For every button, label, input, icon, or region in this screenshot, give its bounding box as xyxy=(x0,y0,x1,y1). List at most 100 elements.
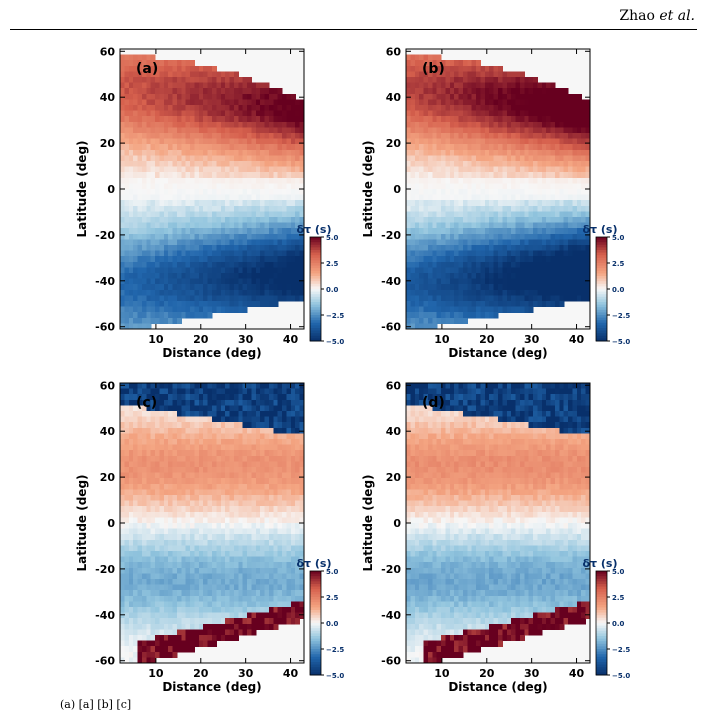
heatmap-cell xyxy=(216,295,222,302)
heatmap-cell xyxy=(198,612,204,619)
heatmap-cell xyxy=(176,601,182,608)
heatmap-cell xyxy=(150,256,156,263)
heatmap-cell xyxy=(295,116,301,123)
heatmap-cell xyxy=(233,183,239,190)
heatmap-cell xyxy=(168,416,174,423)
heatmap-cell xyxy=(260,301,266,308)
heatmap-cell xyxy=(141,579,147,586)
heatmap-cell xyxy=(480,222,486,229)
heatmap-cell xyxy=(419,60,425,67)
heatmap-cell xyxy=(216,388,222,395)
heatmap-cell xyxy=(146,478,152,485)
heatmap-cell xyxy=(128,601,134,608)
heatmap-cell xyxy=(454,211,460,218)
heatmap-cell xyxy=(176,65,182,72)
heatmap-cell xyxy=(120,149,125,156)
heatmap-cell xyxy=(277,99,283,106)
heatmap-cell xyxy=(260,228,266,235)
heatmap-cell xyxy=(533,250,539,257)
heatmap-cell xyxy=(198,200,204,207)
heatmap-cell xyxy=(229,239,235,246)
heatmap-cell xyxy=(181,245,187,252)
heatmap-cell xyxy=(207,183,213,190)
heatmap-cell xyxy=(498,278,503,285)
heatmap-cell xyxy=(137,495,143,502)
heatmap-cell xyxy=(159,138,165,145)
heatmap-cell xyxy=(212,88,217,95)
heatmap-cell xyxy=(251,301,257,308)
heatmap-cell xyxy=(159,579,165,586)
heatmap-cell xyxy=(146,601,152,608)
heatmap-cell xyxy=(489,211,495,218)
heatmap-cell xyxy=(124,323,130,330)
heatmap-cell xyxy=(559,239,565,246)
heatmap-cell xyxy=(260,267,266,274)
heatmap-cell xyxy=(124,245,130,252)
heatmap-cell xyxy=(220,489,226,496)
heatmap-cell xyxy=(519,155,525,162)
heatmap-cell xyxy=(255,105,261,112)
heatmap-cell xyxy=(233,261,239,268)
heatmap-cell xyxy=(541,133,547,140)
heatmap-cell xyxy=(585,144,591,151)
heatmap-cell xyxy=(150,211,156,218)
heatmap-cell xyxy=(511,110,517,117)
heatmap-cell xyxy=(286,228,292,235)
heatmap-cell xyxy=(207,601,213,608)
heatmap-cell xyxy=(449,144,455,151)
heatmap-cell xyxy=(198,144,204,151)
heatmap-cell xyxy=(255,284,261,291)
heatmap-cell xyxy=(537,205,543,212)
heatmap-cell xyxy=(124,478,130,485)
heatmap-cell xyxy=(194,99,200,106)
heatmap-cell xyxy=(238,155,244,162)
heatmap-cell xyxy=(581,172,587,179)
heatmap-cell xyxy=(268,194,274,201)
heatmap-cell xyxy=(462,149,468,156)
heatmap-cell xyxy=(406,99,411,106)
heatmap-cell xyxy=(445,161,451,168)
heatmap-cell xyxy=(133,601,139,608)
heatmap-cell xyxy=(299,239,305,246)
y-tick-label: 40 xyxy=(386,91,402,104)
x-tick-label: 30 xyxy=(238,333,254,346)
heatmap-cell xyxy=(220,261,226,268)
heatmap-cell xyxy=(441,312,447,319)
heatmap-cell xyxy=(124,105,130,112)
heatmap-cell xyxy=(120,250,125,257)
heatmap-cell xyxy=(471,99,477,106)
heatmap-cell xyxy=(176,640,182,647)
heatmap-cell xyxy=(554,161,560,168)
heatmap-cell xyxy=(181,250,187,257)
heatmap-cell xyxy=(212,422,217,429)
heatmap-cell xyxy=(572,267,578,274)
heatmap-cell xyxy=(137,306,143,313)
heatmap-cell xyxy=(233,99,239,106)
heatmap-cell xyxy=(207,562,213,569)
heatmap-cell xyxy=(568,99,574,106)
heatmap-cell xyxy=(128,556,134,563)
heatmap-cell xyxy=(467,273,473,280)
heatmap-cell xyxy=(524,267,530,274)
heatmap-cell xyxy=(181,483,187,490)
heatmap-cell xyxy=(141,422,147,429)
heatmap-cell xyxy=(194,116,200,123)
heatmap-cell xyxy=(155,523,161,530)
heatmap-cell xyxy=(159,495,165,502)
heatmap-cell xyxy=(436,205,442,212)
heatmap-cell xyxy=(190,439,196,446)
heatmap-cell xyxy=(406,295,411,302)
heatmap-cell xyxy=(576,211,582,218)
heatmap-cell xyxy=(225,200,231,207)
heatmap-cell xyxy=(120,172,125,179)
heatmap-cell xyxy=(554,256,560,263)
heatmap-cell xyxy=(150,65,156,72)
heatmap-cell xyxy=(572,278,578,285)
heatmap-cell xyxy=(216,618,222,625)
heatmap-cell xyxy=(572,110,578,117)
heatmap-cell xyxy=(216,155,222,162)
heatmap-cell xyxy=(286,105,292,112)
heatmap-cell xyxy=(146,433,152,440)
heatmap-cell xyxy=(299,228,305,235)
heatmap-cell xyxy=(290,149,296,156)
